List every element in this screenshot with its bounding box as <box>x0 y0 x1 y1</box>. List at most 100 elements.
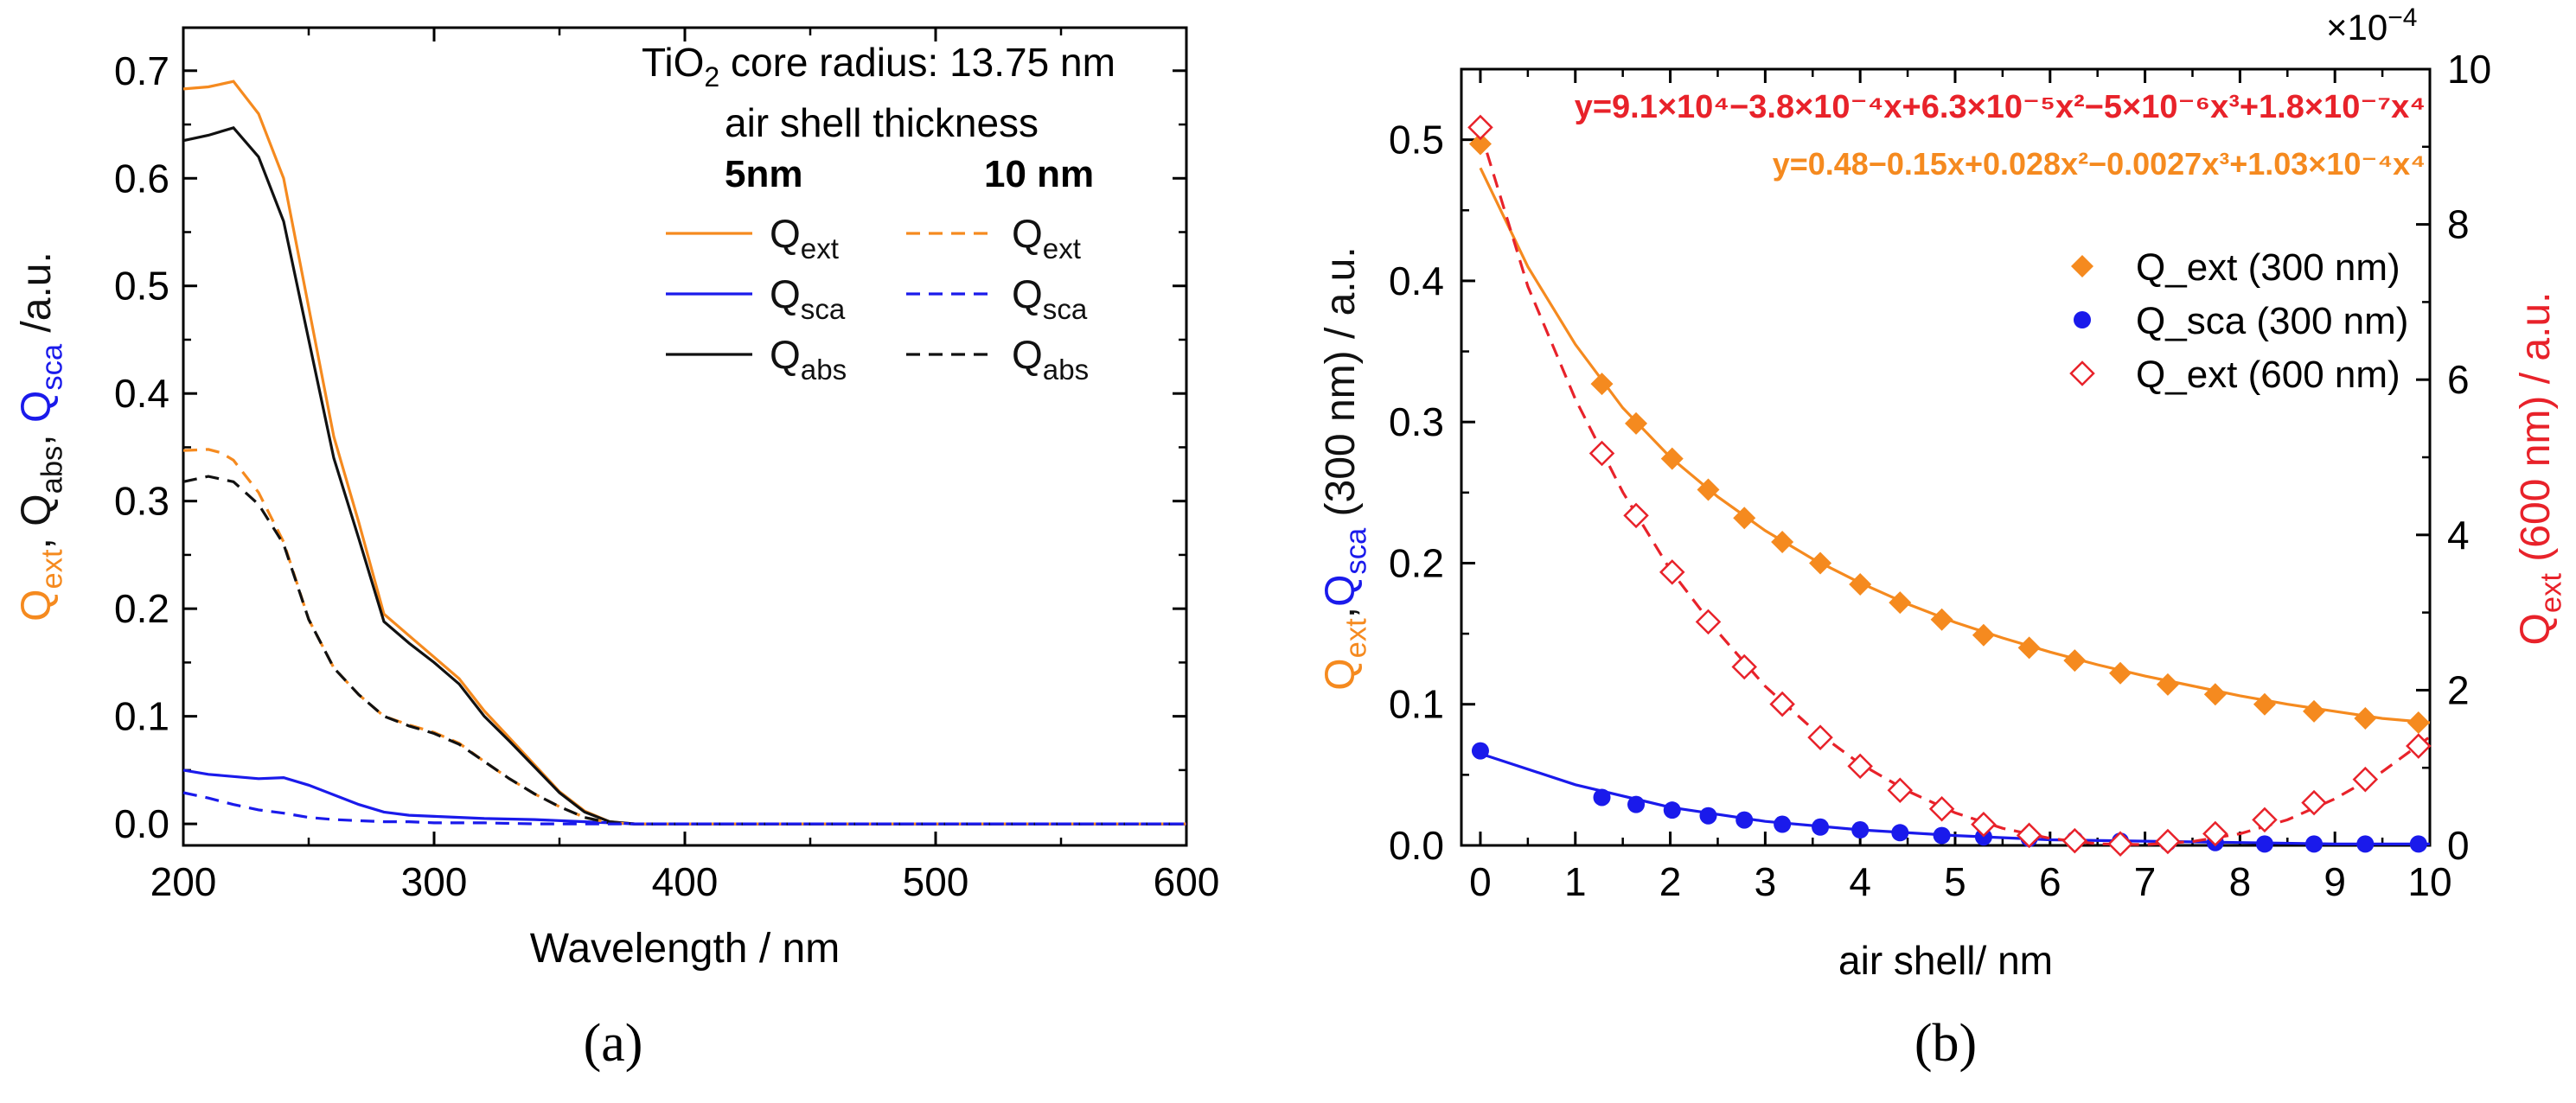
legend-label-10nm: Qsca <box>1012 271 1088 326</box>
y-tick-label: 0.0 <box>114 801 169 846</box>
panel-a-chart: 200 300 400 500 600 0.0 0.1 0.2 0.3 0.4 0.5 0.6 0.7 W… <box>14 26 1220 1073</box>
y-axis-label-part: Q <box>14 391 60 423</box>
legend-label-10nm-part: sca <box>1043 294 1088 326</box>
x-axis-label: Wavelength / nm <box>530 926 840 972</box>
y-axis-label-part: sca <box>35 343 68 391</box>
data-point-series-2 <box>1847 753 1873 780</box>
data-point-series-2 <box>2301 789 2327 816</box>
legend-label-5nm: Qabs <box>770 332 847 386</box>
y2-tick-label: 6 <box>2447 357 2470 402</box>
legend-col-5nm: 5nm <box>725 153 802 195</box>
data-point-series-0 <box>1660 447 1684 470</box>
data-point-series-2 <box>2155 828 2181 855</box>
x-tick-label: 9 <box>2324 859 2346 904</box>
data-point-series-0 <box>1468 132 1492 156</box>
data-point-series-0 <box>1889 591 1912 615</box>
y-tick-label: 0.5 <box>114 264 169 309</box>
y2-axis-label-part: Q <box>2513 613 2559 645</box>
y-axis-label-part: , <box>14 423 60 446</box>
x-tick-label: 600 <box>1154 859 1220 904</box>
data-point-series-0 <box>1972 623 1995 647</box>
data-point-series-1 <box>1699 807 1717 825</box>
data-point-series-0 <box>2203 683 2227 706</box>
data-point-series-1 <box>1471 742 1489 760</box>
y-axis-label-part: Q <box>14 589 60 621</box>
fit-equation-300nm: y=0.48−0.15x+0.028x²−0.0027x³+1.03×10⁻⁴x… <box>1773 146 2426 182</box>
data-point-series-0 <box>2017 636 2041 660</box>
legend-label-10nm-part: abs <box>1043 354 1089 386</box>
y2-axis-label: Qext (600 nm) / a.u. <box>2513 292 2567 646</box>
legend-label-5nm-part: ext <box>801 233 839 265</box>
data-point-series-0 <box>1697 478 1720 501</box>
legend-label-5nm-part: Q <box>770 211 801 256</box>
legend-label-5nm-part: abs <box>801 354 847 386</box>
legend-label: Q_ext (300 nm) <box>2136 246 2400 289</box>
panel-a-caption: (a) <box>584 1014 643 1073</box>
data-point-series-0 <box>1849 572 1872 596</box>
x-tick-label: 4 <box>1849 859 1871 904</box>
x-tick-label: 0 <box>1469 859 1492 904</box>
legend-label-10nm: Qext <box>1012 211 1081 265</box>
y-tick-label: 0.2 <box>1389 540 1444 585</box>
x-tick-label: 2 <box>1659 859 1682 904</box>
y2-tick-label: 2 <box>2447 667 2470 712</box>
y-tick-label: 0.3 <box>1389 399 1444 444</box>
y-tick-label: 0.0 <box>1389 823 1444 868</box>
data-point-series-1 <box>2409 835 2427 853</box>
data-point-series-2 <box>1971 811 1997 838</box>
data-point-series-0 <box>1733 507 1756 530</box>
data-point-series-0 <box>2156 673 2179 696</box>
legend-label-10nm-part: Q <box>1012 271 1043 316</box>
legend-label-5nm: Qsca <box>770 271 846 326</box>
fit-curve-2 <box>1479 131 2431 846</box>
y-axis-label-part: /a.u. <box>14 252 60 344</box>
y-axis-label-part: abs <box>35 446 68 494</box>
data-point-series-2 <box>1659 559 1685 585</box>
data-point-series-1 <box>1774 815 1792 833</box>
data-point-series-2 <box>2252 807 2278 833</box>
annotation-part: TiO <box>642 40 704 85</box>
data-point-series-2 <box>2352 766 2379 793</box>
y-axis-label: Qext, Qabs, Qsca /a.u. <box>14 252 68 622</box>
y-tick-label: 0.1 <box>114 694 169 739</box>
data-point-series-1 <box>1891 824 1909 842</box>
data-point-series-2 <box>1623 502 1649 529</box>
data-point-series-0 <box>2063 649 2087 673</box>
data-point-series-1 <box>1627 795 1646 813</box>
data-point-series-2 <box>1769 691 1795 717</box>
y-axis-label-part: ext <box>1339 618 1372 658</box>
y2-tick-label: 0 <box>2447 823 2470 868</box>
y-axis-label-part: , <box>14 526 60 550</box>
data-point-series-2 <box>2406 733 2432 759</box>
data-point-series-2 <box>2107 831 2133 857</box>
data-point-series-0 <box>1625 411 1648 435</box>
annotation-shell: air shell thickness <box>725 100 1039 145</box>
y2-tick-label: 4 <box>2447 513 2470 558</box>
data-point-series-2 <box>1467 114 1493 141</box>
legend-label: Q_ext (600 nm) <box>2136 354 2400 396</box>
y-axis-label-part: Q <box>1318 575 1364 607</box>
legend-label-5nm-part: Q <box>770 271 801 316</box>
series-line-sca_5nm <box>182 768 1186 826</box>
data-point-series-0 <box>1809 552 1832 575</box>
y-axis-label-part: , <box>1318 607 1364 618</box>
x-tick-label: 200 <box>150 859 217 904</box>
data-point-series-0 <box>2253 692 2276 716</box>
legend-marker <box>2074 311 2091 328</box>
y2-axis-label-part: ext <box>2534 573 2567 613</box>
y-tick-label: 0.6 <box>114 156 169 201</box>
y-tick-label: 0.3 <box>114 479 169 524</box>
panel-b-caption: (b) <box>1914 1014 1977 1073</box>
data-point-series-2 <box>1695 609 1722 635</box>
data-point-series-1 <box>1735 811 1754 829</box>
y-tick-label: 0.4 <box>1389 258 1444 303</box>
data-point-series-0 <box>2109 661 2132 685</box>
data-point-series-2 <box>2061 827 2088 854</box>
data-point-series-0 <box>2303 699 2326 723</box>
y2-tick-label: 10 <box>2447 47 2491 92</box>
x-tick-label: 500 <box>903 859 969 904</box>
fit-equation-600nm: y=9.1×10⁴−3.8×10⁻⁴x+6.3×10⁻⁵x²−5×10⁻⁶x³+… <box>1575 89 2426 125</box>
data-point-series-2 <box>1731 654 1757 680</box>
x-tick-label: 10 <box>2407 859 2451 904</box>
